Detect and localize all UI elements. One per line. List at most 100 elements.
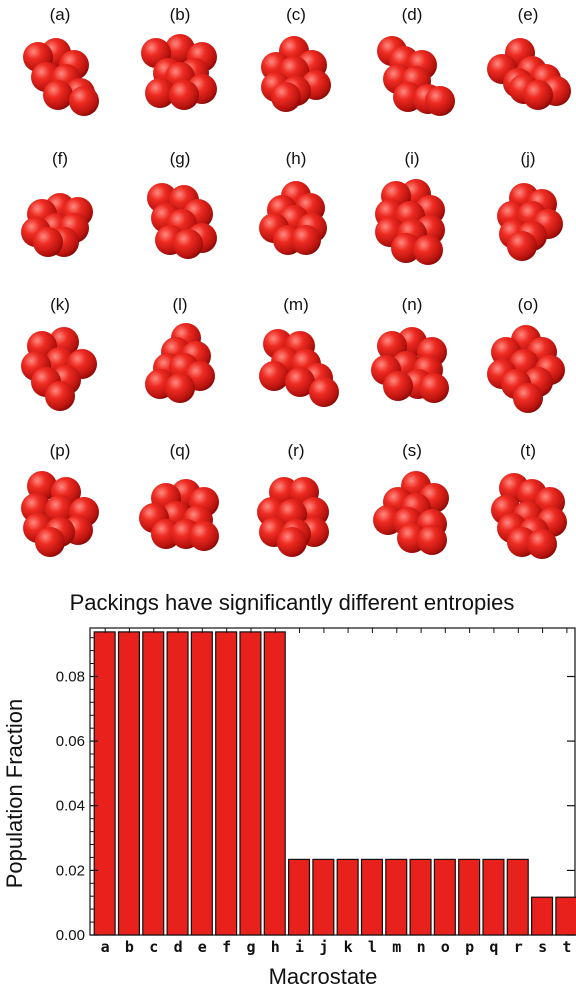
sphere [527,529,557,559]
bar [288,858,311,936]
packing-label: (d) [402,5,423,24]
sphere-cluster [497,183,563,261]
sphere-cluster [21,193,93,257]
packing-grid: (a) (b) (c) (d) (e) (f) (g) (h) (i) (j) (k) (l) (m) (… [21,5,571,559]
sphere [189,521,219,551]
sphere-cluster [259,181,327,255]
packing-label: (s) [402,441,422,460]
packing-tile: (o) [487,295,565,413]
bar [555,896,576,936]
packing-tile: (b) [141,5,217,110]
sphere-cluster [491,473,567,559]
x-tick-label: q [489,938,498,956]
packing-tile: (f) [21,149,93,257]
packing-tile: (e) [487,5,571,110]
packing-label: (m) [283,295,308,314]
x-tick-label: e [198,938,207,956]
bar [312,858,335,936]
x-tick-label: o [441,938,450,956]
sphere [271,82,301,112]
sphere-cluster [21,471,99,557]
bar [117,631,140,936]
packing-tile: (p) [21,441,99,557]
bar [263,631,286,936]
y-tick-label: 0.06 [56,733,85,750]
sphere [507,231,537,261]
bar [93,631,116,936]
sphere [69,86,99,116]
x-tick-label: r [514,938,523,956]
x-tick-label: d [174,938,183,956]
sphere [383,371,413,401]
sphere [35,527,65,557]
sphere [43,80,73,110]
packing-label: (l) [172,295,187,314]
packing-label: (q) [170,441,191,460]
packing-tile: (d) [377,5,455,116]
sphere [45,381,75,411]
packing-tile: (g) [147,149,217,259]
bar [458,858,481,936]
packing-tile: (r) [257,441,329,557]
sphere-cluster [147,183,217,259]
sphere [391,233,421,263]
sphere-cluster [371,327,449,403]
packing-label: (g) [170,149,191,168]
x-tick-label: a [101,938,110,956]
sphere-cluster [139,479,219,551]
sphere [45,495,75,525]
sphere [309,377,339,407]
sphere [291,225,321,255]
bar [142,631,165,936]
packing-tile: (a) [23,5,99,116]
sphere-cluster [377,36,455,116]
x-tick-label: b [125,938,134,956]
sphere-cluster [373,471,449,555]
x-tick-label: g [246,938,255,956]
sphere [169,80,199,110]
x-axis-title: Macrostate [269,964,378,989]
sphere [419,373,449,403]
packing-label: (n) [402,295,423,314]
x-tick-label: f [222,938,231,956]
bar [336,858,359,936]
sphere [173,229,203,259]
packing-label: (t) [520,441,536,460]
sphere-cluster [375,179,445,265]
x-tick-label: m [392,938,401,956]
packing-label: (f) [52,149,68,168]
sphere-cluster [257,477,329,557]
packing-tile: (s) [373,441,449,555]
bars [93,631,576,936]
sphere-cluster [259,329,339,407]
bar [482,858,505,936]
packing-label: (c) [286,5,306,24]
x-tick-label: i [295,938,304,956]
sphere [277,527,307,557]
sphere [523,80,553,110]
packing-label: (r) [288,441,305,460]
sphere [417,525,447,555]
bar [530,896,554,936]
sphere [425,86,455,116]
packing-label: (e) [518,5,539,24]
bar [433,858,456,936]
bar [385,858,408,936]
sphere [145,78,175,108]
bar [506,858,529,936]
y-tick-label: 0.04 [56,798,85,815]
packing-tile: (m) [259,295,339,407]
bar [215,631,238,936]
bar [190,631,213,936]
packing-tile: (i) [375,149,445,265]
y-tick-label: 0.02 [56,862,85,879]
packing-label: (a) [50,5,71,24]
packing-tile: (q) [139,441,219,551]
x-tick-label: c [149,938,158,956]
y-axis-title: Population Fraction [2,699,27,889]
x-tick-label: s [538,938,547,956]
packing-tile: (c) [261,5,331,112]
packing-label: (o) [518,295,539,314]
